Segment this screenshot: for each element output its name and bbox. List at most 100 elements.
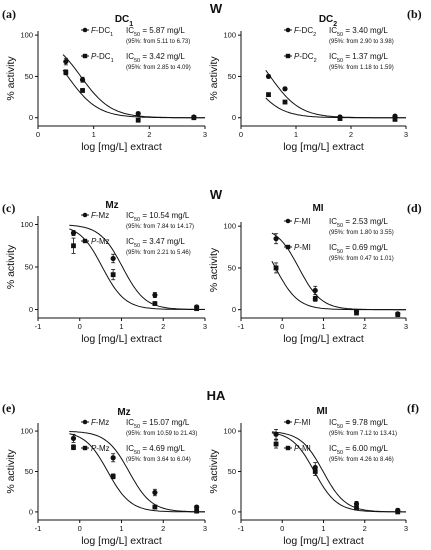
- legend-marker-square: [82, 445, 88, 451]
- legend-series-base: -Mz: [96, 418, 109, 427]
- ic50-subscript: 50: [337, 249, 343, 255]
- legend-series-name: F-MI: [294, 217, 310, 226]
- data-point-square: [282, 99, 288, 105]
- x-tick-label: -1: [238, 322, 245, 331]
- legend-series-name: F-DC2: [294, 26, 316, 38]
- legend-series-base: -DC: [96, 52, 110, 61]
- legend-series-prefix: P: [91, 444, 97, 453]
- legend-ic50: IC50 = 4.69 mg/L: [126, 444, 185, 456]
- ic50-label: IC: [329, 26, 337, 35]
- panel-title: DC1: [115, 14, 133, 28]
- legend-series-subscript: 1: [111, 58, 114, 64]
- legend-series-prefix: P: [294, 444, 300, 453]
- y-tick-label: 100: [20, 427, 33, 436]
- y-tick-label: 100: [20, 220, 33, 229]
- x-tick-label: 1: [321, 524, 325, 533]
- ic50-value: = 5.87 mg/L: [140, 26, 185, 35]
- x-tick-label: 3: [404, 322, 408, 331]
- data-point-circle: [110, 455, 116, 461]
- y-tick-label: 50: [25, 467, 33, 476]
- panel-a: 0 1 2 3 0 50 100 log [mg/L] extract % activity DC…: [5, 14, 207, 153]
- y-tick-label: 0: [29, 305, 33, 314]
- fit-curve-square: [69, 433, 205, 513]
- x-tick-label: 0: [239, 130, 243, 139]
- ic50-subscript: 50: [337, 58, 343, 64]
- fit-curve-circle: [265, 70, 406, 119]
- legend-series-prefix: F: [294, 26, 300, 35]
- fit-curve-square: [69, 228, 205, 310]
- panel-title-subscript: 1: [129, 21, 133, 28]
- panel-title: Mz: [117, 407, 130, 418]
- x-tick-label: 0: [78, 524, 82, 533]
- ic50-value: = 6.00 mg/L: [343, 444, 388, 453]
- ic50-label: IC: [329, 243, 337, 252]
- data-point-square: [194, 306, 200, 312]
- panel-letter-d: (d): [407, 201, 422, 215]
- x-tick-label: 0: [280, 322, 284, 331]
- legend-series-base: -DC: [96, 26, 110, 35]
- x-tick-label: 3: [404, 130, 408, 139]
- legend-series-prefix: F: [91, 418, 97, 427]
- x-tick-label: 3: [203, 322, 207, 331]
- legend-series-prefix: P: [91, 237, 97, 246]
- legend-confidence-interval: (95%: from 0.47 to 1.01): [329, 256, 394, 262]
- legend-marker-circle: [82, 27, 88, 33]
- data-point-circle: [110, 255, 116, 262]
- y-tick-label: 50: [25, 72, 33, 81]
- legend-confidence-interval: (95%: from 10.59 to 21.43): [126, 431, 197, 437]
- legend-confidence-interval: (95%: from 4.26 to 8.46): [329, 457, 394, 463]
- legend-series-base: -MI: [299, 418, 311, 427]
- legend-marker-square: [82, 238, 88, 244]
- y-axis-label: % activity: [5, 449, 17, 494]
- data-point-circle: [135, 111, 141, 117]
- legend-series-name: P-MI: [294, 243, 311, 252]
- data-point-circle: [282, 86, 288, 92]
- legend-marker-square: [82, 53, 88, 59]
- row-label-w-middle: W: [210, 187, 223, 202]
- panel-title: MI: [312, 203, 323, 214]
- ic50-label: IC: [329, 52, 337, 61]
- data-point-square: [354, 310, 359, 316]
- data-point-square: [71, 444, 76, 450]
- data-point-circle: [79, 77, 86, 83]
- data-point-square: [392, 116, 398, 122]
- ic50-label: IC: [126, 211, 134, 220]
- y-axis-label: % activity: [208, 247, 220, 292]
- ic50-value: = 3.42 mg/L: [140, 52, 185, 61]
- x-tick-label: -1: [238, 524, 245, 533]
- x-tick-label: 3: [404, 524, 408, 533]
- x-tick-label: 0: [280, 524, 284, 533]
- data-point-square: [110, 272, 116, 278]
- panel-letter-f: (f): [407, 401, 419, 415]
- data-point-circle: [63, 58, 69, 65]
- x-tick-label: 2: [161, 524, 165, 533]
- ic50-subscript: 50: [337, 450, 343, 456]
- y-tick-label: 100: [223, 222, 236, 231]
- ic50-subscript: 50: [337, 223, 343, 229]
- y-axis-label: % activity: [5, 56, 17, 101]
- data-point-circle: [152, 489, 158, 496]
- y-axis-label: % activity: [5, 244, 17, 289]
- data-point-square: [273, 441, 279, 447]
- x-axis-label: log [mg/L] extract: [283, 333, 364, 345]
- x-tick-label: 1: [294, 130, 298, 139]
- y-tick-label: 50: [228, 72, 236, 81]
- y-tick-label: 0: [232, 507, 236, 516]
- legend-series-name: P-MI: [294, 444, 311, 453]
- legend-series-base: -Mz: [96, 444, 109, 453]
- ic50-value: = 15.07 mg/L: [140, 418, 190, 427]
- legend-series-base: -MI: [299, 217, 311, 226]
- legend-confidence-interval: (95%: from 2.90 to 3.98): [329, 39, 394, 45]
- data-point-circle: [194, 504, 200, 510]
- data-point-square: [395, 509, 401, 515]
- legend-series-name: F-MI: [294, 418, 310, 427]
- legend-series-subscript: 2: [313, 32, 316, 38]
- ic50-value: = 3.47 mg/L: [140, 237, 185, 246]
- ic50-value: = 10.54 mg/L: [140, 211, 190, 220]
- data-point-square: [337, 116, 343, 121]
- legend-series-name: F-DC1: [91, 26, 113, 38]
- legend-confidence-interval: (95%: from 3.64 to 6.04): [126, 457, 191, 463]
